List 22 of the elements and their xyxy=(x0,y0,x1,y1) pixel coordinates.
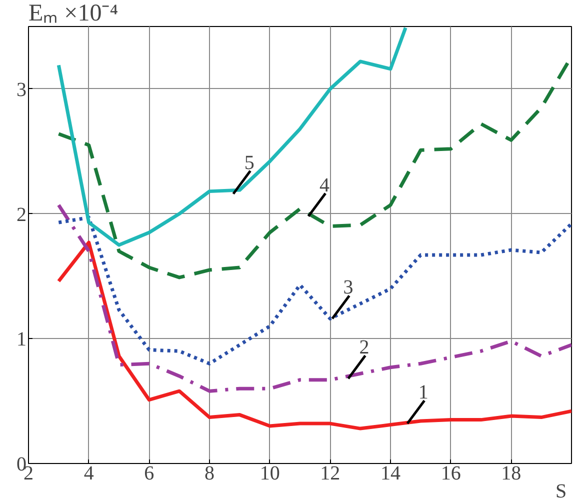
x-tick-label: 18 xyxy=(501,462,522,484)
x-tick-label: 8 xyxy=(204,462,214,484)
x-tick-label: 12 xyxy=(320,462,340,484)
annotation: 1 xyxy=(418,382,428,404)
y-tick-label: 2 xyxy=(16,204,26,226)
x-tick-label: 10 xyxy=(260,462,280,484)
x-tick-label: 4 xyxy=(84,462,94,484)
y-tick-label: 0 xyxy=(16,454,26,476)
line-series xyxy=(56,26,408,247)
x-axis-title: S xyxy=(556,480,567,502)
annotation: 5 xyxy=(244,152,254,174)
y-tick-label: 3 xyxy=(16,78,26,101)
annotation: 3 xyxy=(343,276,354,299)
annotation: 2 xyxy=(359,336,370,359)
x-tick-label: 6 xyxy=(144,462,154,484)
x-tick-label: 16 xyxy=(440,462,461,484)
y-tick-label: 1 xyxy=(16,328,26,351)
line-series xyxy=(56,240,572,430)
line-series xyxy=(56,216,572,366)
x-tick-label: 14 xyxy=(380,462,400,484)
annotation: 4 xyxy=(319,174,330,196)
y-axis-title: Eₘ ×10⁻⁴ xyxy=(28,0,118,26)
